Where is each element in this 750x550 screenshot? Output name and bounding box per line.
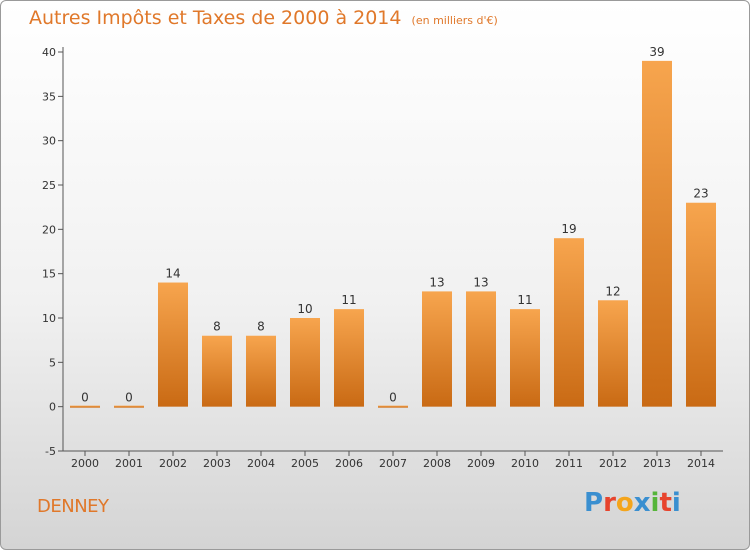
x-tick-label: 2003 bbox=[203, 457, 231, 470]
data-label: 13 bbox=[473, 275, 488, 289]
x-tick-label: 2009 bbox=[467, 457, 495, 470]
logo-letter: x bbox=[633, 488, 651, 518]
bar bbox=[642, 60, 672, 407]
data-label: 8 bbox=[213, 320, 221, 334]
axes: -5 0 5 10 15 20 25 30 35 40 2000 2001 2002 2003 2004 20… bbox=[42, 46, 723, 470]
x-tick-label: 2005 bbox=[291, 457, 319, 470]
x-tick-label: 2000 bbox=[71, 457, 99, 470]
bar bbox=[70, 405, 100, 408]
bar bbox=[598, 300, 628, 407]
bar bbox=[686, 202, 716, 407]
bar bbox=[246, 335, 276, 407]
x-tick-label: 2010 bbox=[511, 457, 539, 470]
logo-letter: P bbox=[584, 488, 604, 518]
chart-title: Autres Impôts et Taxes de 2000 à 2014 (e… bbox=[29, 7, 498, 29]
x-tick-label: 2007 bbox=[379, 457, 407, 470]
y-tick-label: 20 bbox=[42, 223, 56, 236]
data-label: 11 bbox=[341, 293, 356, 307]
chart-title-text: Autres Impôts et Taxes de 2000 à 2014 bbox=[29, 7, 402, 29]
x-tick-label: 2008 bbox=[423, 457, 451, 470]
bar bbox=[290, 318, 320, 407]
x-tick-label: 2014 bbox=[687, 457, 715, 470]
x-tick-label: 2011 bbox=[555, 457, 583, 470]
bar bbox=[378, 405, 408, 408]
y-tick-label: -5 bbox=[45, 445, 56, 458]
logo-letter: t bbox=[659, 488, 672, 518]
bar bbox=[114, 405, 144, 408]
x-tick-label: 2006 bbox=[335, 457, 363, 470]
x-tick-label: 2013 bbox=[643, 457, 671, 470]
logo-letter: o bbox=[615, 488, 634, 518]
x-tick-label: 2001 bbox=[115, 457, 143, 470]
bar bbox=[510, 309, 540, 407]
data-label: 11 bbox=[517, 293, 532, 307]
data-label: 0 bbox=[125, 391, 133, 405]
bar bbox=[202, 335, 232, 407]
data-label: 19 bbox=[561, 222, 576, 236]
data-label: 12 bbox=[605, 284, 620, 298]
data-label: 10 bbox=[297, 302, 312, 316]
bars bbox=[70, 60, 716, 408]
logo-letter: r bbox=[603, 488, 616, 518]
x-tick-label: 2002 bbox=[159, 457, 187, 470]
logo-letter: i bbox=[671, 488, 681, 518]
x-tick-label: 2004 bbox=[247, 457, 275, 470]
proxiti-logo: Proxiti bbox=[584, 488, 681, 518]
chart-subtitle: (en milliers d'€) bbox=[411, 14, 498, 27]
logo-letter: i bbox=[650, 488, 660, 518]
commune-name: DENNEY bbox=[37, 496, 109, 517]
y-tick-label: 0 bbox=[49, 401, 56, 414]
y-tick-label: 15 bbox=[42, 268, 56, 281]
data-label: 23 bbox=[693, 187, 708, 201]
y-tick-label: 40 bbox=[42, 46, 56, 59]
data-label: 8 bbox=[257, 320, 265, 334]
bar bbox=[334, 309, 364, 407]
bar bbox=[422, 291, 452, 407]
bar bbox=[554, 238, 584, 407]
data-label: 14 bbox=[165, 267, 180, 281]
x-tick-label: 2012 bbox=[599, 457, 627, 470]
bar bbox=[158, 282, 188, 407]
y-tick-label: 10 bbox=[42, 312, 56, 325]
y-tick-label: 5 bbox=[49, 356, 56, 369]
data-label: 39 bbox=[649, 45, 664, 59]
data-label: 13 bbox=[429, 275, 444, 289]
data-label: 0 bbox=[389, 391, 397, 405]
y-tick-label: 35 bbox=[42, 90, 56, 103]
y-tick-label: 25 bbox=[42, 179, 56, 192]
data-label: 0 bbox=[81, 391, 89, 405]
y-tick-label: 30 bbox=[42, 135, 56, 148]
labels: 0 0 14 8 8 10 11 0 13 13 11 19 12 39 23 bbox=[81, 45, 708, 405]
bar bbox=[466, 291, 496, 407]
